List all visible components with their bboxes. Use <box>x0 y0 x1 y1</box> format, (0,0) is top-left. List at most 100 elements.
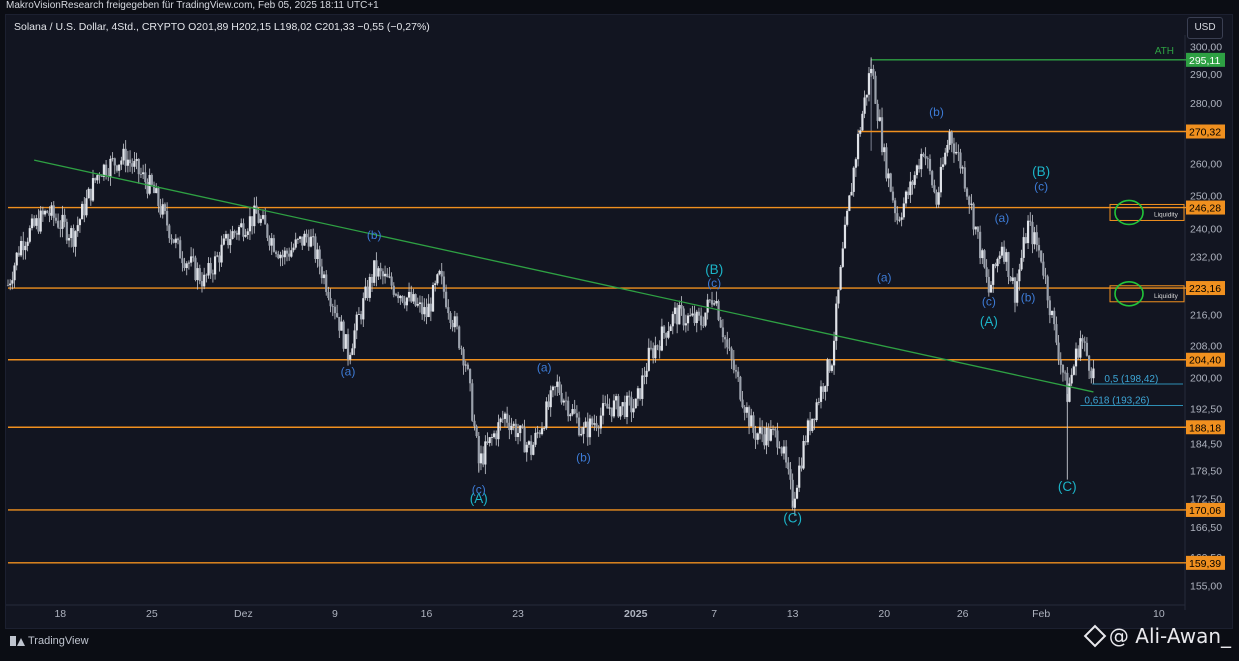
candle-body <box>647 347 650 371</box>
candle-body <box>488 437 491 444</box>
candle-body <box>166 210 169 226</box>
candle-body <box>776 430 779 448</box>
candle-body <box>955 151 958 154</box>
candle-body <box>183 263 186 269</box>
candle-body <box>501 418 504 420</box>
candle-body <box>120 160 123 165</box>
candle-body <box>309 236 313 247</box>
candle-body <box>996 258 999 267</box>
candle-body <box>447 307 450 314</box>
candle-body <box>856 133 860 160</box>
candle-body <box>700 315 703 326</box>
candle-body <box>466 364 470 370</box>
candle-body <box>11 280 14 284</box>
candle-body <box>83 203 86 216</box>
candle-body <box>950 131 953 144</box>
candle-body <box>771 428 775 430</box>
candle-body <box>673 307 677 315</box>
y-tick-label: 250,00 <box>1190 190 1222 202</box>
candle-body <box>168 225 171 239</box>
candle-body <box>944 152 947 165</box>
author-watermark: @ Ali-Awan_ <box>1083 622 1231 650</box>
candle-body <box>704 312 707 326</box>
candle-body <box>131 163 134 167</box>
candle-body <box>205 274 208 276</box>
candle-body <box>715 301 718 304</box>
candle-body <box>142 172 145 175</box>
y-tick-label: 184,50 <box>1190 438 1222 450</box>
candle-body <box>96 175 99 181</box>
candle-body <box>1053 310 1056 325</box>
elliott-wave-label: (A) <box>980 314 998 329</box>
currency-selector[interactable]: USD <box>1187 17 1223 39</box>
candle-body <box>425 307 428 318</box>
y-tick-label: 208,00 <box>1190 340 1222 352</box>
candle-body <box>841 248 844 267</box>
candle-body <box>6 284 10 286</box>
candle-body <box>800 465 803 469</box>
elliott-wave-label: (b) <box>576 450 591 464</box>
candle-body <box>111 158 114 160</box>
candle-body <box>405 297 408 306</box>
y-tick-label: 240,00 <box>1190 224 1222 236</box>
candle-body <box>571 409 574 415</box>
candle-body <box>739 376 742 400</box>
liquidity-zone <box>1109 203 1185 221</box>
candle-body <box>128 159 132 164</box>
candle-body <box>619 406 622 417</box>
candle-body <box>819 386 823 402</box>
candle-body <box>118 164 121 171</box>
candle-body <box>532 444 535 455</box>
candle-body <box>445 291 448 308</box>
candle-body <box>41 210 44 215</box>
candle-body <box>451 322 454 328</box>
candle-body <box>170 238 173 240</box>
y-tick-label: 172,50 <box>1190 493 1222 505</box>
price-chart[interactable]: Solana / U.S. Dollar, 4Std., CRYPTO O201… <box>6 15 1232 628</box>
candle-body <box>891 191 895 201</box>
level-price-label: 223,16 <box>1189 283 1221 295</box>
candle-body <box>811 418 814 431</box>
candle-body <box>94 178 97 181</box>
candle-body <box>662 326 666 333</box>
candle-body <box>769 429 772 441</box>
candle-body <box>889 173 892 192</box>
level-price-tag <box>1186 420 1225 435</box>
x-tick-label: 9 <box>332 608 338 620</box>
candle-body <box>373 260 376 283</box>
candle-body <box>390 276 393 286</box>
candle-body <box>484 441 487 465</box>
candle-body <box>198 268 201 282</box>
candle-body <box>28 228 31 242</box>
candle-body <box>248 216 252 232</box>
candle-body <box>874 75 877 104</box>
candle-body <box>680 305 683 309</box>
candle-body <box>270 238 273 246</box>
candle-body <box>843 224 847 249</box>
candle-body <box>793 498 796 508</box>
candle-body <box>9 283 12 286</box>
candle-body <box>595 423 598 428</box>
candle-body <box>656 345 659 347</box>
candle-body <box>752 415 755 433</box>
candle-body <box>312 236 315 238</box>
candle-body <box>455 316 459 327</box>
candle-body <box>388 276 391 278</box>
candle-body <box>331 306 334 307</box>
candle-body <box>479 453 483 464</box>
candle-body <box>81 203 84 220</box>
candle-body <box>216 255 219 257</box>
candle-body <box>497 422 500 440</box>
candle-body <box>61 214 64 229</box>
candle-body <box>872 68 875 76</box>
candle-body <box>931 171 934 186</box>
candle-body <box>227 234 230 246</box>
candle-body <box>316 249 319 260</box>
candle-body <box>368 276 371 298</box>
candle-body <box>815 402 818 421</box>
candle-body <box>1048 300 1051 316</box>
candle-body <box>124 148 127 166</box>
candle-body <box>911 181 914 185</box>
candle-body <box>115 165 119 171</box>
candle-body <box>320 266 323 279</box>
